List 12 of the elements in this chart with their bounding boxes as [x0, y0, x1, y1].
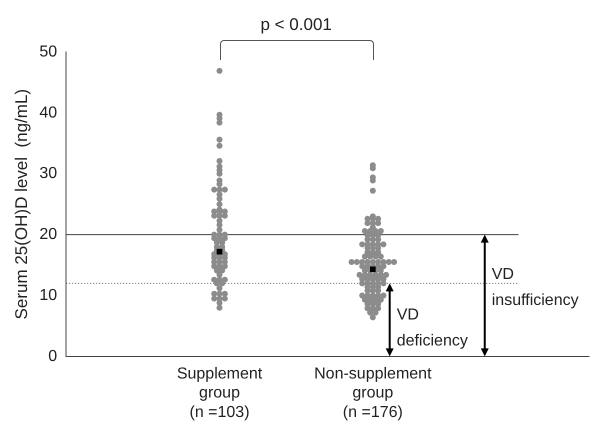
- y-tick-label: 50: [39, 43, 58, 60]
- y-axis-title: Serum 25(OH)D level (ng/mL): [12, 88, 31, 320]
- y-tick-label: 10: [39, 286, 58, 304]
- x-tick-label: Supplement group (n =103): [176, 365, 263, 421]
- y-tick-label: 20: [39, 226, 58, 244]
- x-tick-label: Non-supplement group (n =176): [314, 365, 432, 421]
- annotation: VD deficiency: [396, 306, 468, 350]
- y-tick-label: 30: [39, 165, 58, 182]
- text: p < 0.001: [260, 15, 332, 34]
- annotation: VD insufficiency: [492, 266, 579, 309]
- y-tick-label: 40: [39, 104, 58, 122]
- y-tick-label: 0: [48, 348, 58, 365]
